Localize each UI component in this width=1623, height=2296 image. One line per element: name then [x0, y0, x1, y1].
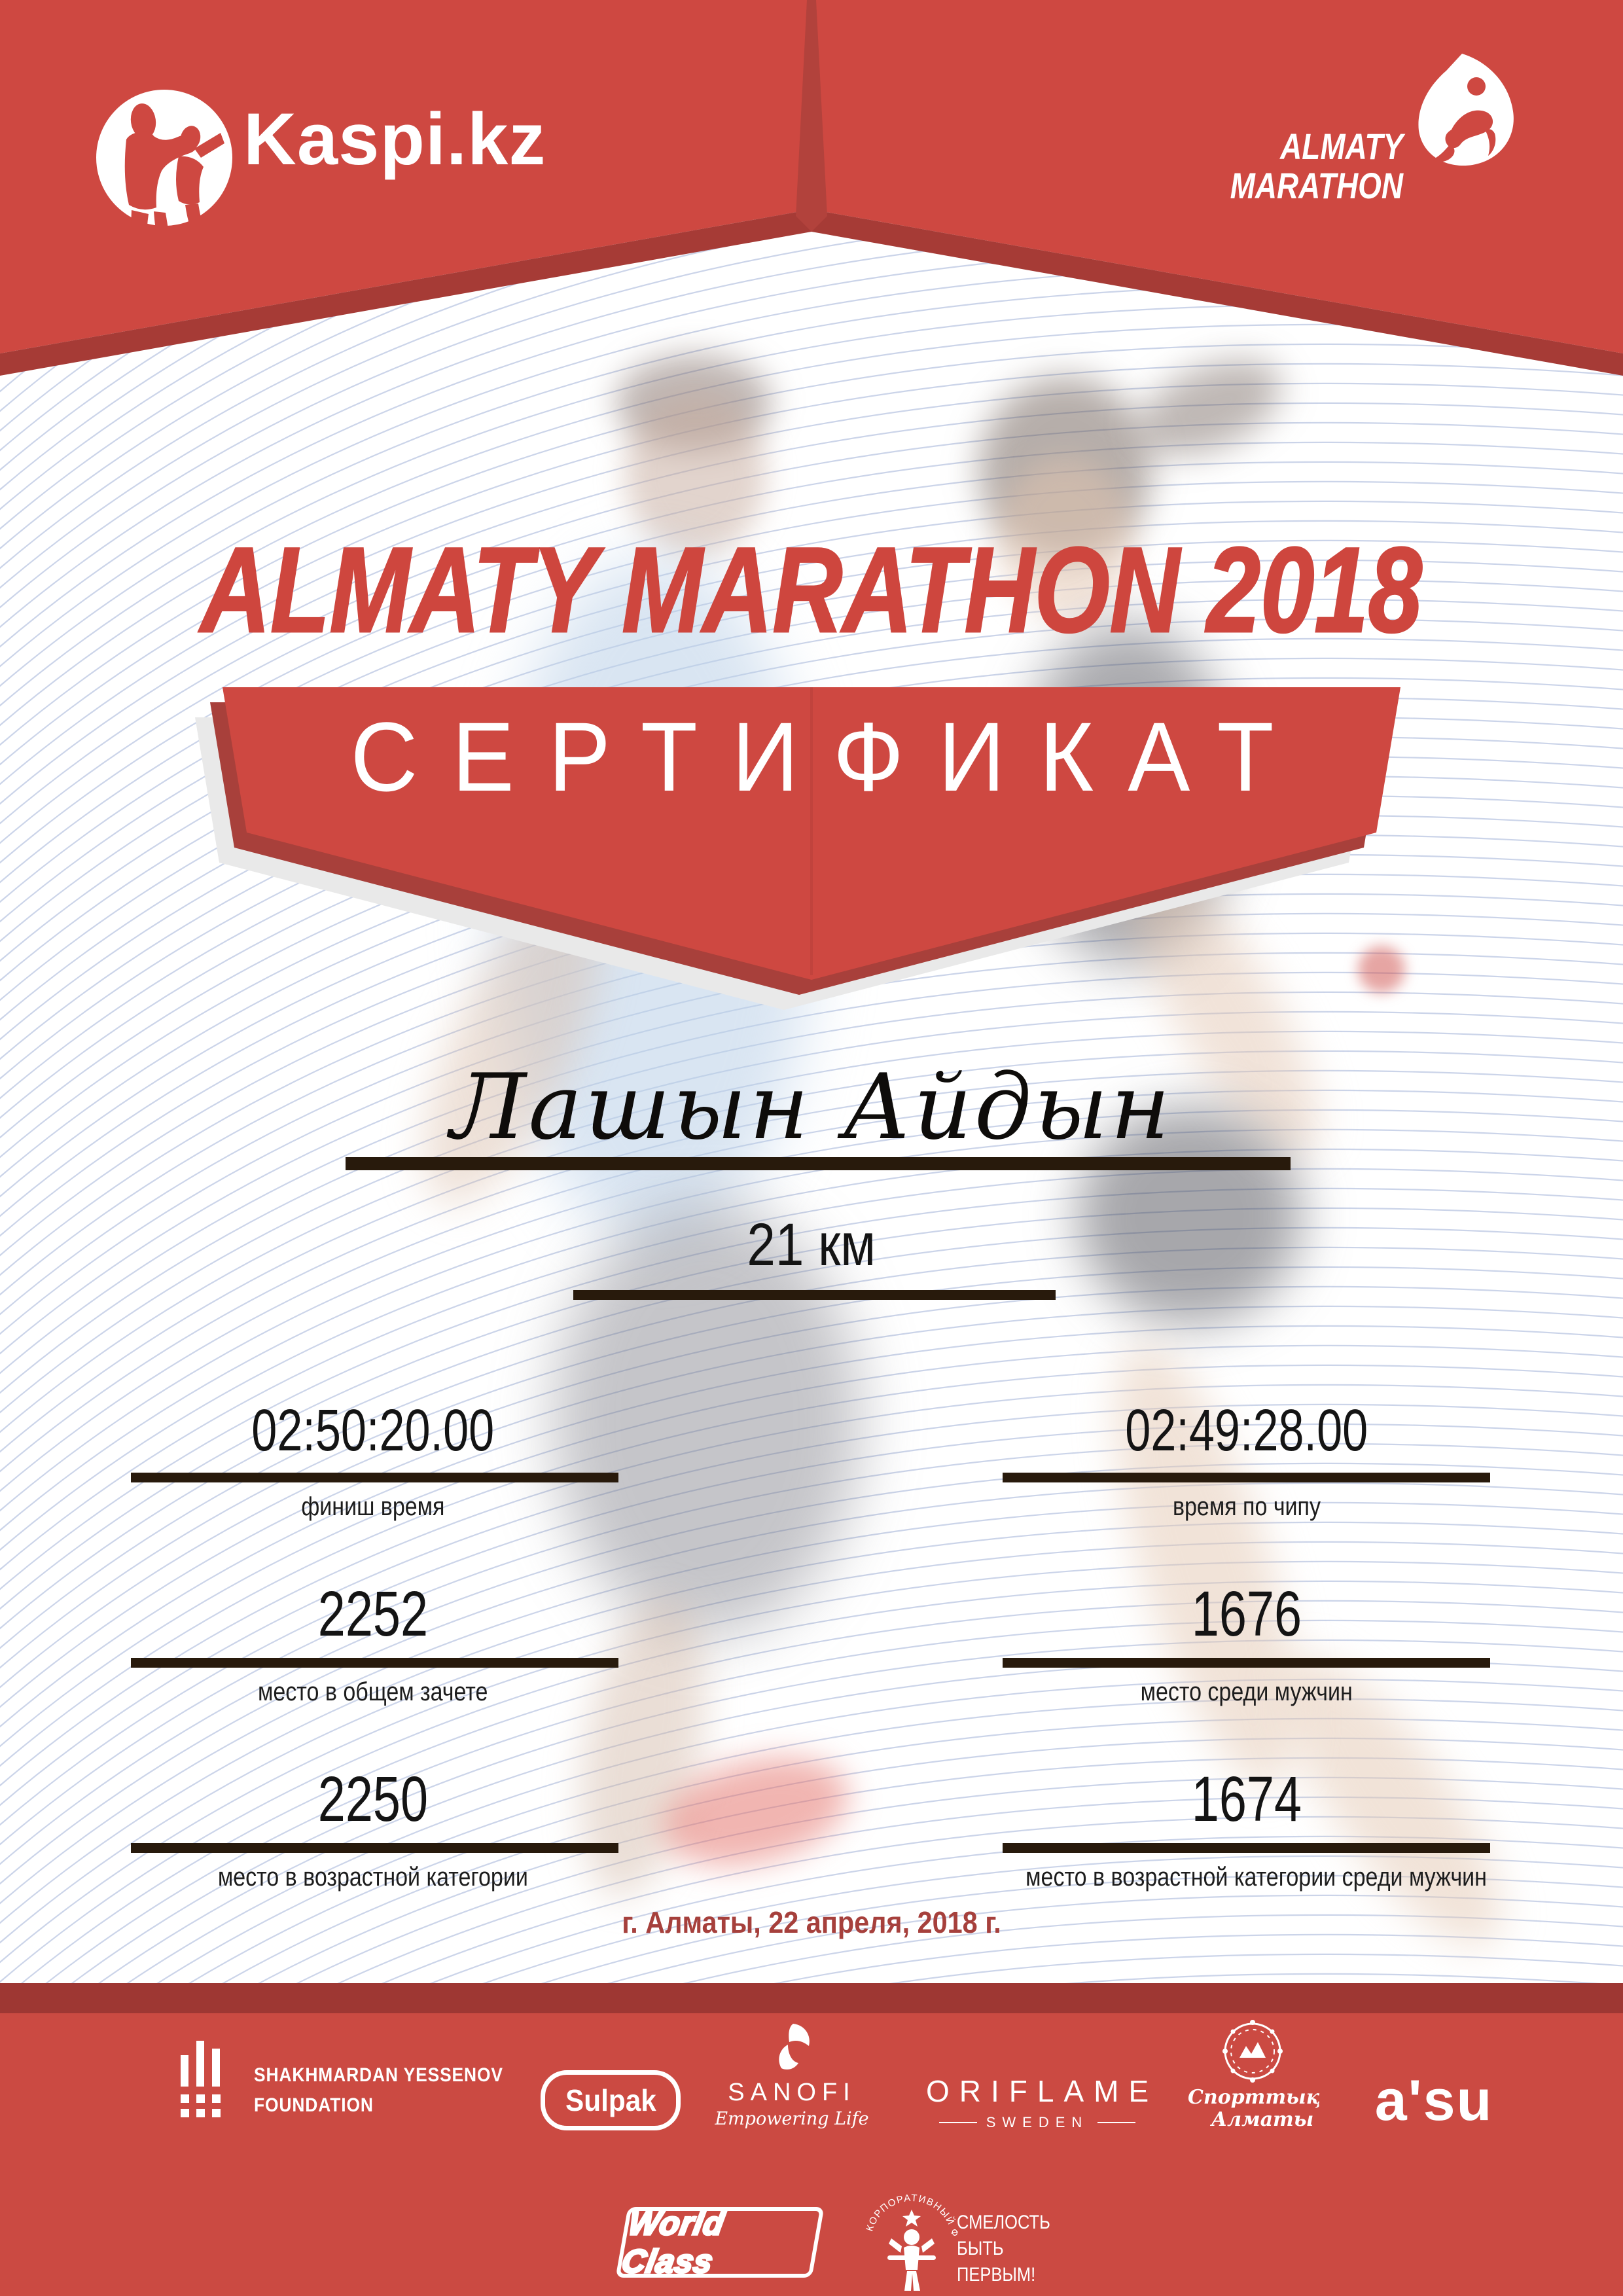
asu-logo-text: a'su	[1374, 2068, 1493, 2132]
name-underline	[346, 1157, 1291, 1170]
sulpak-logo: Sulpak	[541, 2070, 681, 2130]
footer-band	[0, 2013, 1623, 2296]
courage-fund-logo: КОРПОРАТИВНЫЙ ФОНД	[863, 2178, 959, 2291]
chip-time-label: время по чипу	[1172, 1492, 1321, 1521]
courage-fund-text: СМЕЛОСТЬ БЫТЬ ПЕРВЫМ!	[957, 2212, 1050, 2286]
almaty-marathon-logo-line1: ALMATY	[1280, 126, 1403, 167]
kaspi-logo-icon	[96, 90, 232, 227]
sport-almaty-emblem	[1222, 2020, 1283, 2083]
overall-place-value: 2252	[317, 1578, 429, 1649]
sanofi-logo-text: SANOFI	[728, 2079, 856, 2106]
world-class-logo: World Class	[615, 2204, 825, 2281]
yessenov-foundation-icon	[181, 2041, 221, 2117]
finish-time-label: финиш время	[301, 1492, 445, 1521]
age-place-value: 2250	[317, 1763, 429, 1835]
kaspi-logo-text: Kaspi.kz	[243, 98, 546, 180]
sanofi-bird-icon	[779, 2024, 810, 2070]
age-men-place-underline	[1003, 1843, 1490, 1853]
header-banner	[0, 0, 1623, 376]
oriflame-right-rule	[1097, 2122, 1136, 2123]
chip-time-underline	[1003, 1473, 1490, 1482]
oriflame-left-rule	[938, 2122, 977, 2123]
almaty-marathon-logo-line2: MARATHON	[1230, 165, 1403, 206]
age-place-label: место в возрастной категории	[217, 1863, 528, 1892]
sanofi-tagline: Empowering Life	[715, 2109, 869, 2129]
almaty-marathon-runner-icon	[1418, 54, 1514, 166]
overall-place-label: место в общем зачете	[258, 1677, 488, 1706]
certificate-label: СЕРТИФИКАТ	[350, 702, 1309, 812]
finish-time-underline	[131, 1473, 618, 1482]
finish-time-value: 02:50:20.00	[251, 1398, 495, 1463]
participant-name: Лашын Айдын	[450, 1054, 1173, 1160]
oriflame-logo-text: ORIFLAME	[926, 2074, 1159, 2108]
footer-divider	[0, 1983, 1623, 2013]
overall-place-underline	[131, 1658, 618, 1668]
men-place-value: 1676	[1191, 1578, 1302, 1649]
men-place-underline	[1003, 1658, 1490, 1668]
yessenov-foundation-text: SHAKHMARDAN YESSENOV FOUNDATION	[254, 2064, 503, 2116]
almaty-marathon-logo-text: ALMATY MARATHON	[1197, 127, 1403, 206]
age-men-place-label: место в возрастной категории среди мужчи…	[1026, 1863, 1487, 1892]
age-place-underline	[131, 1843, 618, 1853]
distance-value: 21 км	[747, 1211, 876, 1278]
chip-time-value: 02:49:28.00	[1125, 1398, 1368, 1463]
men-place-label: место среди мужчин	[1140, 1677, 1353, 1706]
distance-underline	[573, 1290, 1056, 1300]
age-men-place-value: 1674	[1191, 1763, 1302, 1835]
event-title: ALMATY MARATHON 2018	[200, 523, 1423, 658]
oriflame-sweden: SWEDEN	[926, 2114, 1149, 2131]
date-location: г. Алматы, 22 апреля, 2018 г.	[622, 1905, 1001, 1939]
sport-almaty-text: Спорттық Алматы	[1188, 2086, 1320, 2131]
